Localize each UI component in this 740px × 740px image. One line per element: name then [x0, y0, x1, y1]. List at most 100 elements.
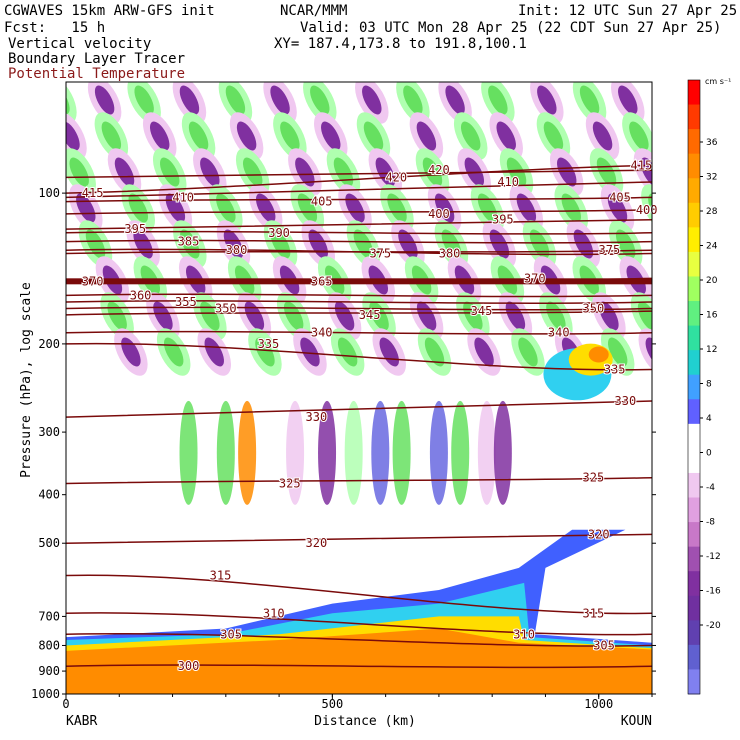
- downdraft-core: [445, 85, 465, 115]
- y-tick-label: 400: [38, 488, 60, 502]
- updraft-core: [424, 337, 445, 367]
- theta-contour-395: [66, 218, 652, 230]
- updraft-core: [283, 301, 304, 331]
- y-tick-label: 100: [38, 186, 60, 200]
- colorbar-swatch: [688, 80, 700, 106]
- right-endpoint-label: KOUN: [621, 714, 652, 729]
- cross-section-endpoints: XY= 187.4,173.8 to 191.8,100.1: [274, 36, 527, 52]
- updraft-core: [69, 157, 89, 187]
- colorbar-swatch: [688, 644, 700, 670]
- vertical-velocity-column: [429, 400, 448, 505]
- theta-label: 350: [215, 302, 237, 316]
- theta-label: 345: [359, 308, 381, 322]
- updraft-core: [242, 157, 263, 187]
- colorbar-swatch: [688, 497, 700, 523]
- theta-label: 310: [263, 606, 285, 620]
- center-label: NCAR/MMM: [280, 3, 348, 19]
- tropopause-band: [66, 278, 652, 285]
- colorbar-frame: [687, 79, 701, 695]
- vertical-velocity-column: [493, 400, 512, 505]
- theta-label: 400: [636, 203, 658, 217]
- theta-label: 420: [385, 170, 407, 184]
- theta-label: 315: [210, 569, 232, 583]
- theta-label: 320: [306, 536, 328, 550]
- downdraft-core: [179, 85, 200, 115]
- field-boundary-layer-tracer: Boundary Layer Tracer: [8, 51, 186, 67]
- updraft-core: [543, 121, 564, 151]
- potential-temperature-contours: [66, 164, 652, 669]
- downdraft-core: [236, 121, 257, 151]
- theta-label: 335: [258, 337, 280, 351]
- downdraft-core: [474, 337, 494, 367]
- theta-label: 325: [279, 477, 301, 491]
- theta-label: 335: [604, 363, 626, 377]
- theta-contour-310: [66, 612, 652, 636]
- x-tick-label: 500: [322, 697, 344, 711]
- x-axis: 0 500 1000: [62, 694, 653, 711]
- theta-label: 420: [428, 163, 450, 177]
- theta-label: 370: [524, 271, 546, 285]
- y-tick-label: 800: [38, 638, 60, 652]
- colorbar-label: 32: [706, 173, 717, 183]
- downdraft-core: [295, 157, 315, 187]
- colorbar-label: 24: [706, 242, 718, 252]
- theta-label: 360: [130, 288, 152, 302]
- updraft-core: [460, 121, 481, 151]
- colorbar-swatch: [688, 202, 700, 228]
- theta-contour-405: [66, 196, 652, 203]
- color-scale-bar: 36 32 28 24 20 16 12 8 4 0 -4 -8 -12 -16 -20: [687, 79, 721, 695]
- downdraft-core: [200, 157, 220, 187]
- theta-label: 310: [513, 627, 535, 641]
- theta-label: 370: [82, 274, 104, 288]
- colorbar-label: 28: [706, 207, 718, 217]
- boundary-layer-tracer-field: [66, 343, 652, 694]
- updraft-core: [422, 157, 443, 187]
- theta-contour-345: [66, 310, 652, 316]
- updraft-core: [607, 337, 628, 367]
- colorbar-swatch: [688, 325, 700, 351]
- downdraft-core: [133, 229, 153, 259]
- updraft-core: [255, 337, 275, 367]
- downdraft-core: [645, 337, 652, 367]
- colorbar-swatch: [688, 129, 700, 155]
- downdraft-core: [94, 85, 115, 115]
- vertical-velocity-column: [451, 400, 470, 505]
- updraft-core: [297, 193, 318, 223]
- theta-label: 320: [588, 527, 610, 541]
- theta-label: 405: [311, 195, 333, 209]
- downdraft-core: [416, 121, 437, 151]
- theta-contour-410: [66, 181, 652, 199]
- downdraft-core: [66, 121, 80, 151]
- y-tick-label: 900: [38, 664, 60, 678]
- updraft-core: [85, 229, 106, 259]
- colorbar-swatch: [688, 350, 700, 376]
- colorbar-swatch: [688, 178, 700, 204]
- vertical-velocity-field: [66, 82, 652, 505]
- colorbar-label: 16: [706, 311, 718, 321]
- potential-temperature-labels: 300 305 305 310 310 315 315 320 320 325 325 330 330 3…: [81, 157, 659, 674]
- left-endpoint-label: KABR: [66, 714, 97, 729]
- updraft-core: [200, 301, 220, 331]
- colorbar-label: 12: [706, 345, 717, 355]
- theta-label: 405: [609, 190, 631, 204]
- theta-contour-420: [66, 169, 652, 179]
- theta-label: 375: [599, 243, 621, 257]
- theta-label: 300: [178, 659, 200, 673]
- colorbar-swatch: [688, 301, 700, 327]
- downdraft-core: [270, 85, 290, 115]
- downdraft-core: [592, 121, 613, 151]
- downdraft-core: [362, 85, 382, 115]
- y-tick-label: 1000: [31, 687, 60, 701]
- updraft-core: [546, 301, 566, 331]
- x-tick-label: 1000: [584, 697, 613, 711]
- colorbar-swatch: [688, 423, 700, 449]
- y-tick-label: 700: [38, 609, 60, 623]
- theta-label: 330: [615, 394, 637, 408]
- colorbar-label: -16: [706, 587, 721, 597]
- colorbar-swatch: [688, 546, 700, 572]
- theta-contour-320: [66, 533, 652, 544]
- downdraft-core: [300, 337, 320, 367]
- colorbar-label: -20: [706, 621, 721, 631]
- vertical-velocity-column: [477, 400, 496, 505]
- downdraft-core: [244, 301, 265, 331]
